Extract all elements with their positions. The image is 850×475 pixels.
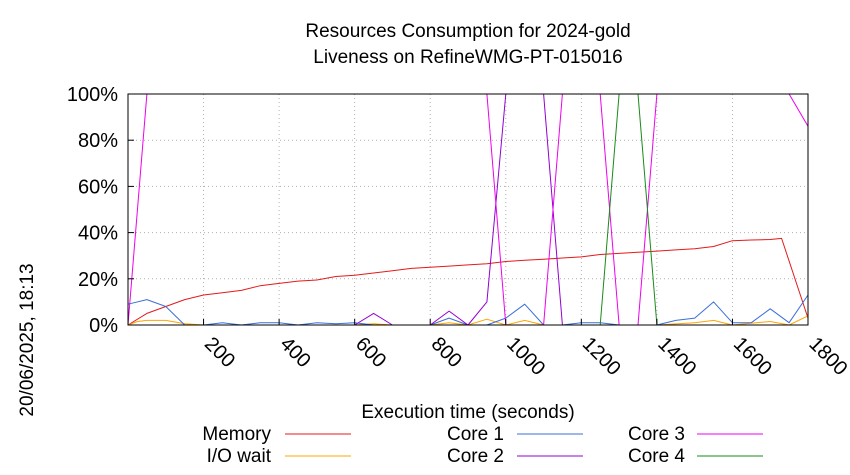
x-tick-label: 200 — [200, 333, 239, 372]
legend-label: Memory — [202, 424, 271, 445]
legend-label: I/O wait — [207, 446, 272, 467]
y-tick-label: 80% — [78, 130, 118, 152]
x-tick-labels: 200 400 600 800 1000 1200 1400 1600 1800 — [200, 319, 850, 380]
x-tick-label: 1600 — [729, 333, 776, 380]
y-tick-label: 20% — [78, 269, 118, 291]
plot-frame — [127, 93, 809, 326]
series-line-core-4 — [128, 93, 808, 326]
y-tick-label: 0% — [89, 315, 118, 337]
chart-subtitle: Liveness on RefineWMG-PT-015016 — [313, 47, 622, 68]
series-line-core-2 — [128, 93, 808, 326]
x-tick-label: 1400 — [653, 333, 700, 380]
y-tick-labels: 0% 20% 40% 60% 80% 100% — [67, 84, 134, 337]
timestamp-label: 20/06/2025, 18:13 — [17, 263, 38, 416]
legend-label: Core 2 — [447, 446, 504, 467]
x-tick-label: 1200 — [578, 333, 625, 380]
legend-label: Core 3 — [628, 424, 685, 445]
y-tick-label: 60% — [78, 176, 118, 198]
series-line-core-1 — [127, 294, 809, 326]
legend-label: Core 1 — [447, 424, 504, 445]
grid — [128, 93, 809, 326]
x-tick-label: 1800 — [804, 333, 850, 380]
legend-label: Core 4 — [628, 446, 685, 467]
series-lines — [127, 93, 809, 326]
x-axis-label: Execution time (seconds) — [361, 402, 574, 423]
series-line-memory — [127, 237, 809, 326]
chart-title: Resources Consumption for 2024-gold — [305, 21, 630, 42]
x-tick-label: 400 — [276, 333, 315, 372]
y-tick-label: 100% — [67, 84, 118, 106]
x-tick-label: 600 — [351, 333, 390, 372]
series-line-core-3 — [127, 93, 809, 326]
x-tick-label: 1000 — [502, 333, 549, 380]
x-tick-label: 800 — [427, 333, 466, 372]
y-tick-label: 40% — [78, 223, 118, 245]
